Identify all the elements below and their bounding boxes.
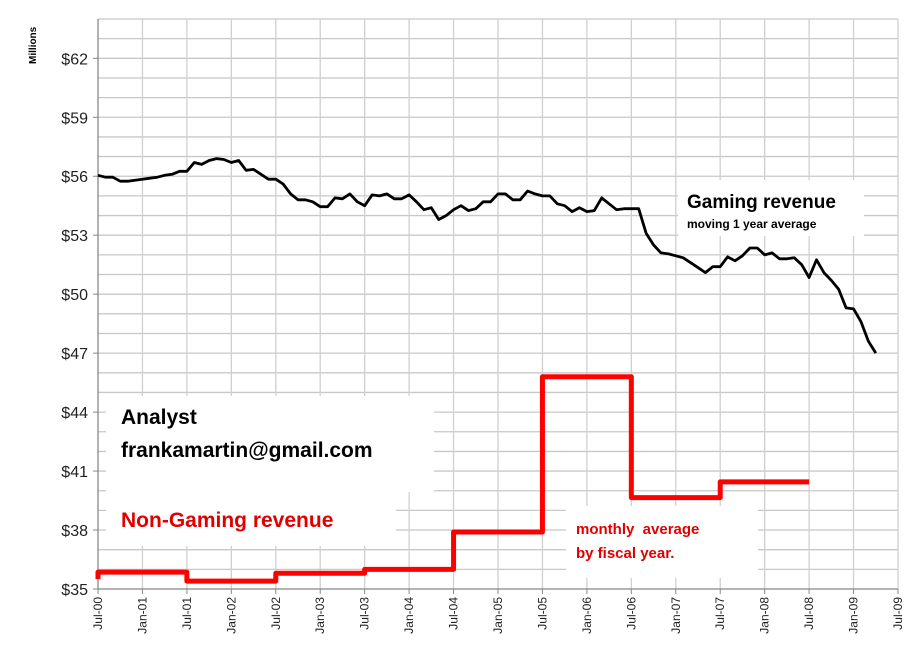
x-tick-label: Jan-02 xyxy=(224,597,238,634)
gaming-label: Gaming revenue xyxy=(687,192,836,213)
x-tick-label: Jul-00 xyxy=(91,597,105,630)
y-tick-label: $47 xyxy=(61,346,88,363)
analyst-box xyxy=(106,396,434,492)
y-tick-label: $41 xyxy=(61,464,88,481)
y-tick-label: $50 xyxy=(61,287,88,304)
nongaming-label-box xyxy=(106,492,396,546)
y-tick-label: $44 xyxy=(61,405,88,422)
x-tick-label: Jul-07 xyxy=(713,597,727,630)
x-tick-label: Jul-06 xyxy=(624,597,638,630)
y-axis-title: Millions xyxy=(28,26,39,64)
fiscal-note-box xyxy=(566,506,758,578)
series xyxy=(95,157,877,584)
x-tick-label: Jul-04 xyxy=(447,597,461,630)
y-tick-label: $62 xyxy=(61,51,88,68)
fiscal-note-line2: by fiscal year. xyxy=(576,545,674,562)
x-tick-label: Jul-03 xyxy=(358,597,372,630)
fiscal-note-line1: monthly average xyxy=(576,521,699,538)
gaming-sublabel: moving 1 year average xyxy=(687,217,817,231)
y-tick-label: $53 xyxy=(61,228,88,245)
non-gaming-revenue-line xyxy=(95,374,810,584)
nongaming-label: Non-Gaming revenue xyxy=(121,509,333,532)
analyst-label: Analyst xyxy=(121,406,197,429)
x-tick-label: Jan-03 xyxy=(313,597,327,634)
x-tick-label: Jan-06 xyxy=(580,597,594,634)
gaming-revenue-line xyxy=(97,157,877,354)
annotation-boxes xyxy=(106,180,864,578)
y-axis: $35 $38 $41 $44 $47 $50 $53 $56 $59 $62 xyxy=(61,51,98,599)
analyst-email: frankamartin@gmail.com xyxy=(121,439,373,462)
y-tick-label: $35 xyxy=(61,582,88,599)
x-axis: Jul-00 Jan-01 Jul-01 Jan-02 Jul-02 Jan-03 Jul-… xyxy=(91,589,905,634)
x-tick-label: Jul-02 xyxy=(269,597,283,630)
gaming-label-box xyxy=(678,180,864,236)
x-tick-label: Jul-01 xyxy=(180,597,194,630)
x-tick-label: Jan-01 xyxy=(135,597,149,634)
x-tick-label: Jul-05 xyxy=(535,597,549,630)
y-tick-label: $56 xyxy=(61,169,88,186)
x-tick-label: Jan-04 xyxy=(402,597,416,634)
y-tick-label: $38 xyxy=(61,523,88,540)
x-tick-label: Jan-07 xyxy=(669,597,683,634)
y-tick-label: $59 xyxy=(61,110,88,127)
x-tick-label: Jan-08 xyxy=(758,597,772,634)
x-tick-label: Jul-08 xyxy=(802,597,816,630)
x-tick-label: Jul-09 xyxy=(891,597,905,630)
x-tick-label: Jan-09 xyxy=(847,597,861,634)
x-tick-label: Jan-05 xyxy=(491,597,505,634)
